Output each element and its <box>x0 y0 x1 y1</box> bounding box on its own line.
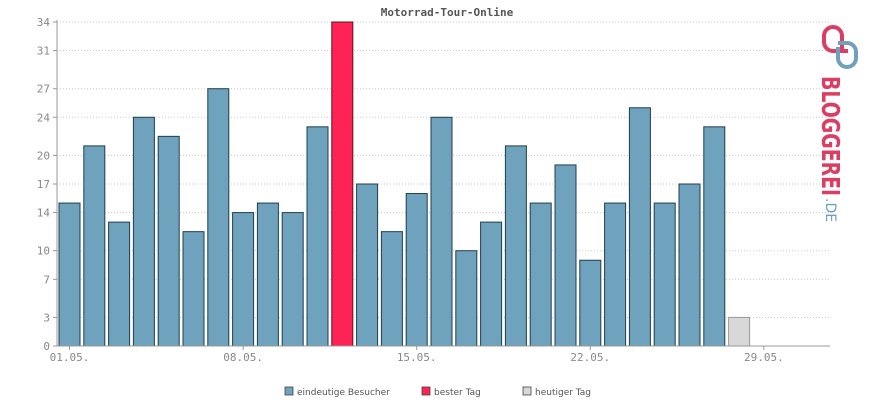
legend-label: eindeutige Besucher <box>297 388 390 398</box>
bar <box>504 145 527 347</box>
bar-today <box>728 316 751 347</box>
bloggerei-logo-mark <box>822 25 858 69</box>
bloggerei-logo: BLOGGEREI .DE <box>816 25 858 222</box>
legend-label: bester Tag <box>434 388 481 398</box>
bar <box>58 202 81 347</box>
y-axis-ticks: 0 3 7 10 14 17 20 24 27 31 34 <box>37 16 57 353</box>
y-tick-label: 3 <box>43 311 50 324</box>
bar <box>83 145 106 347</box>
y-tick-label: 7 <box>43 273 50 286</box>
y-tick-label: 27 <box>37 83 50 96</box>
bloggerei-logo-suffix: .DE <box>822 198 838 222</box>
bar <box>256 202 279 347</box>
y-tick-label: 14 <box>37 207 51 220</box>
bar <box>529 202 552 347</box>
bar <box>653 202 676 347</box>
x-tick-label: 15.05. <box>397 351 437 364</box>
x-axis-ticks: 01.05. 08.05. 15.05. 22.05. 29.05. <box>50 346 784 364</box>
bar <box>306 126 329 347</box>
legend-swatch <box>284 386 294 396</box>
bar <box>380 231 403 347</box>
bar <box>579 259 602 347</box>
legend: eindeutige Besucher bester Tag heutiger Ta… <box>284 386 591 398</box>
x-tick-label: 29.05. <box>744 351 784 364</box>
bar <box>604 202 627 347</box>
y-tick-label: 31 <box>37 45 50 58</box>
x-tick-label: 08.05. <box>223 351 263 364</box>
legend-swatch <box>421 386 431 396</box>
bar <box>554 164 577 347</box>
y-tick-label: 24 <box>37 111 51 124</box>
bar <box>207 88 230 347</box>
bar <box>455 250 478 347</box>
y-tick-label: 10 <box>37 245 50 258</box>
bloggerei-logo-text: BLOGGEREI <box>816 76 845 196</box>
bar <box>678 183 701 347</box>
bar-best-day <box>331 21 354 347</box>
y-tick-label: 17 <box>37 178 50 191</box>
axes <box>56 20 830 347</box>
legend-swatch <box>522 386 532 396</box>
bar <box>132 116 155 347</box>
bar <box>356 183 379 347</box>
bar <box>108 221 131 347</box>
bar <box>281 212 304 347</box>
bar <box>628 107 651 347</box>
y-tick-label: 34 <box>37 16 51 29</box>
bar <box>703 126 726 347</box>
bar <box>430 116 453 347</box>
bar <box>232 212 255 347</box>
bars <box>58 21 751 347</box>
x-tick-label: 01.05. <box>50 351 90 364</box>
y-tick-label: 0 <box>43 340 50 353</box>
legend-label: heutiger Tag <box>535 388 591 398</box>
bar <box>157 135 180 347</box>
chart-title: Motorrad-Tour-Online <box>381 6 514 19</box>
bar <box>405 193 428 347</box>
x-tick-label: 22.05. <box>570 351 610 364</box>
bar <box>480 221 503 347</box>
bar <box>182 231 205 347</box>
y-tick-label: 20 <box>37 149 50 162</box>
